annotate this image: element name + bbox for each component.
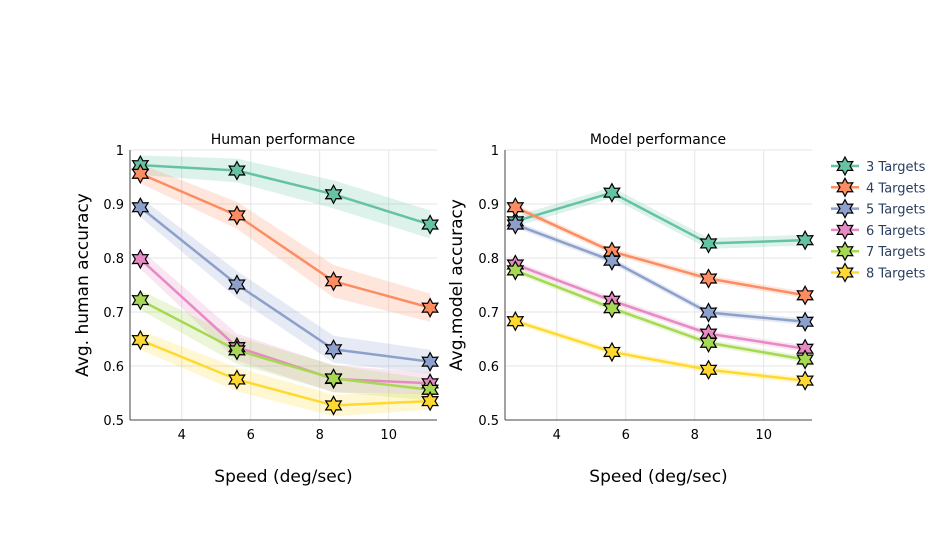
x-tick-label: 8 — [316, 428, 324, 443]
data-point-star — [699, 268, 718, 289]
panel-title: Human performance — [211, 132, 356, 148]
series-line — [514, 319, 806, 382]
series-line — [514, 269, 806, 361]
data-point-star — [228, 160, 246, 181]
legend-label: 4 Targets — [866, 181, 926, 196]
x-tick-label: 10 — [380, 428, 397, 443]
data-point-star — [796, 370, 815, 391]
y-tick-label: 0.9 — [478, 198, 499, 213]
series-band — [140, 164, 431, 322]
data-point-star — [699, 332, 718, 354]
data-point-star — [603, 182, 621, 203]
series-band — [515, 261, 806, 352]
y-tick-label: 0.6 — [103, 360, 124, 375]
data-point-star — [796, 311, 815, 332]
data-point-star — [131, 196, 150, 218]
data-point-star — [228, 205, 246, 226]
panel-title: Model performance — [590, 132, 726, 148]
data-point-star — [603, 297, 621, 319]
x-tick-label: 10 — [755, 428, 772, 443]
y-tick-label: 0.6 — [478, 360, 499, 375]
legend-label: 5 Targets — [866, 203, 926, 218]
legend-star-icon — [836, 177, 854, 198]
data-point-star — [131, 289, 150, 311]
y-tick-label: 0.8 — [103, 252, 124, 267]
data-point-star — [796, 229, 815, 251]
series-line — [514, 191, 806, 245]
data-point-star — [228, 369, 246, 390]
y-axis-title: Avg.model accuracy — [447, 199, 467, 371]
series-band — [515, 267, 806, 363]
data-point-star — [699, 359, 718, 381]
data-point-star — [324, 368, 343, 389]
y-tick-label: 0.7 — [478, 306, 499, 321]
series-line — [514, 263, 806, 350]
y-tick-label: 0.9 — [103, 198, 124, 213]
legend-label: 6 Targets — [866, 224, 926, 239]
y-axis-title: Avg. human accuracy — [73, 193, 93, 377]
data-point-star — [131, 329, 150, 351]
data-point-star — [421, 351, 440, 372]
legend-label: 7 Targets — [866, 245, 926, 260]
data-point-star — [506, 214, 525, 235]
data-point-star — [603, 250, 621, 271]
x-axis-title: Speed (deg/sec) — [589, 467, 727, 487]
data-point-star — [131, 163, 150, 185]
y-tick-label: 0.7 — [103, 306, 124, 321]
data-point-star — [228, 340, 246, 361]
legend-label: 3 Targets — [866, 160, 926, 175]
panel-human: 4 6 8 10 0.5 0.6 0.7 0.8 0.9 1 Human performance Sp… — [73, 132, 440, 487]
x-axis-title: Speed (deg/sec) — [214, 467, 352, 487]
x-tick-label: 6 — [622, 428, 630, 443]
series-line — [139, 258, 431, 385]
series-band — [140, 330, 431, 417]
data-point-star — [796, 349, 815, 370]
x-tick-label: 4 — [178, 428, 186, 443]
y-tick-label: 1 — [491, 144, 499, 159]
data-point-star — [796, 284, 815, 306]
x-tick-label: 4 — [553, 428, 561, 443]
data-point-star — [421, 297, 440, 318]
legend-star-icon — [836, 262, 854, 283]
data-point-star — [506, 196, 525, 218]
legend-star-icon — [836, 155, 854, 177]
series-band — [140, 155, 431, 239]
legend-star-icon — [836, 198, 854, 219]
series-band — [140, 197, 431, 374]
series-line — [140, 163, 431, 226]
data-point-star — [699, 302, 718, 323]
legend-star-icon — [836, 240, 854, 262]
legend-star-icon — [836, 219, 854, 241]
data-point-star — [506, 310, 525, 332]
series-band — [140, 290, 431, 401]
x-tick-label: 6 — [247, 428, 255, 443]
series-line — [139, 299, 431, 392]
data-point-star — [699, 233, 718, 254]
data-point-star — [324, 270, 343, 292]
x-tick-label: 8 — [691, 428, 699, 443]
y-tick-label: 1 — [116, 144, 124, 159]
series-line — [139, 206, 431, 363]
data-point-star — [228, 274, 246, 295]
data-point-star — [421, 390, 440, 412]
data-point-star — [131, 248, 150, 270]
data-point-star — [506, 260, 525, 281]
panel-model: 4 6 8 10 0.5 0.6 0.7 0.8 0.9 1 Model performance Sp… — [447, 132, 815, 487]
legend: 3 Targets 4 Targets 5 Targets 6 Targets 7 Ta… — [831, 155, 926, 283]
series-line — [514, 223, 806, 323]
series-line — [139, 338, 431, 407]
y-tick-label: 0.8 — [478, 252, 499, 267]
series-line — [139, 172, 431, 309]
series-line — [514, 206, 806, 297]
data-point-star — [324, 184, 343, 205]
y-tick-label: 0.5 — [478, 414, 499, 429]
data-point-star — [421, 214, 440, 235]
data-point-star — [324, 338, 343, 360]
data-point-star — [603, 341, 621, 363]
legend-label: 8 Targets — [866, 267, 926, 282]
y-tick-label: 0.5 — [103, 414, 124, 429]
data-point-star — [324, 395, 343, 416]
